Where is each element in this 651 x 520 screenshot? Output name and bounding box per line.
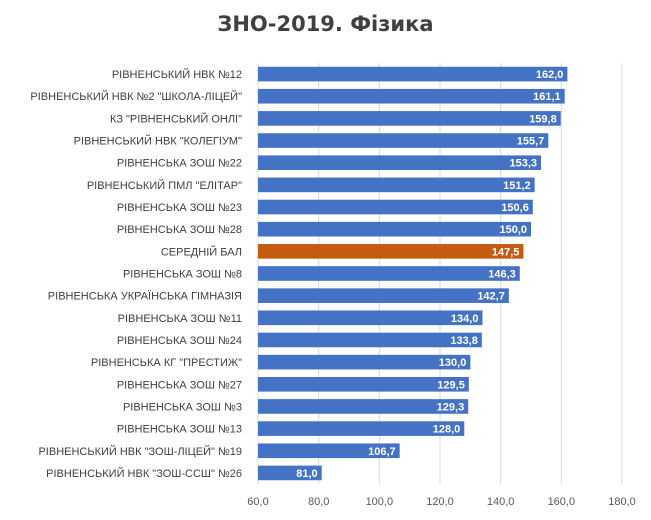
data-label: 155,7 [517, 136, 545, 148]
category-label: РІВНЕНСЬКИЙ НВК "КОЛЕГІУМ" [74, 135, 242, 148]
bar [258, 155, 542, 171]
category-label: КЗ "РІВНЕНСЬКИЙ ОНЛІ" [110, 112, 242, 125]
bar [258, 376, 469, 392]
category-label: СЕРЕДНІЙ БАЛ [161, 245, 242, 258]
x-tick-label: 120,0 [426, 496, 454, 508]
data-label: 161,1 [533, 91, 561, 103]
category-label: РІВНЕНСЬКИЙ ПМЛ "ЕЛІТАР" [87, 179, 242, 192]
data-label: 162,0 [536, 69, 564, 81]
category-labels: РІВНЕНСЬКИЙ НВК №12 РІВНЕНСЬКИЙ НВК №2 "Ш… [30, 68, 242, 480]
bar [258, 354, 471, 370]
category-label: РІВНЕНСЬКА ЗОШ №22 [117, 158, 242, 170]
x-tick-label: 80,0 [308, 496, 329, 508]
x-tick-label: 140,0 [487, 496, 515, 508]
bar [258, 111, 561, 126]
category-label: РІВНЕНСЬКИЙ НВК "ЗОШ-ЛІЦЕЙ" №19 [38, 445, 242, 458]
bar [258, 288, 509, 303]
bar [258, 310, 483, 326]
data-label: 128,0 [433, 424, 461, 436]
category-label: РІВНЕНСЬКА ЗОШ №8 [123, 269, 242, 281]
data-label: 150,0 [499, 224, 527, 236]
category-label: РІВНЕНСЬКА ЗОШ №11 [118, 313, 242, 325]
x-axis-ticks: 60,0 80,0 100,0 120,0 140,0 160,0 180,0 [247, 496, 635, 508]
bar [258, 177, 535, 193]
data-label: 133,8 [450, 335, 478, 347]
bar [258, 88, 565, 104]
data-label: 147,5 [492, 246, 520, 258]
data-label: 159,8 [529, 113, 557, 125]
category-label: РІВНЕНСЬКА ЗОШ №13 [117, 424, 242, 436]
data-label: 142,7 [477, 291, 505, 303]
bar [258, 266, 520, 281]
bar [258, 332, 482, 348]
data-label: 129,5 [437, 379, 465, 391]
bar [258, 443, 400, 459]
category-label: РІВНЕНСЬКИЙ НВК №12 [112, 68, 242, 81]
chart-title: ЗНО-2019. Фізика [217, 12, 434, 36]
bar [258, 133, 549, 148]
category-label: РІВНЕНСЬКА УКРАЇНСЬКА ГІМНАЗІЯ [48, 291, 242, 303]
category-label: РІВНЕНСЬКА ЗОШ №28 [117, 224, 242, 236]
bar [258, 465, 322, 481]
x-tick-label: 180,0 [608, 496, 636, 508]
bars [258, 66, 568, 481]
x-tick-label: 60,0 [247, 496, 268, 508]
x-tick-label: 160,0 [548, 496, 576, 508]
data-label: 106,7 [368, 446, 396, 458]
bar [258, 399, 469, 414]
data-label: 146,3 [488, 269, 516, 281]
bar [258, 66, 568, 82]
category-label: РІВНЕНСЬКА ЗОШ №27 [117, 379, 242, 391]
data-label: 150,6 [501, 202, 529, 214]
data-label: 130,0 [439, 357, 467, 369]
bar [258, 421, 465, 436]
data-label: 151,2 [503, 180, 531, 192]
category-label: РІВНЕНСЬКИЙ НВК "ЗОШ-ССШ" №26 [46, 467, 242, 480]
x-tick-label: 100,0 [366, 496, 394, 508]
data-label: 134,0 [451, 313, 479, 325]
data-label: 129,3 [437, 401, 465, 413]
bar [258, 199, 533, 215]
category-label: РІВНЕНСЬКИЙ НВК №2 "ШКОЛА-ЛІЦЕЙ" [30, 90, 242, 103]
data-label: 81,0 [296, 468, 317, 480]
bar [258, 221, 531, 237]
data-labels: 162,0 161,1 159,8 155,7 153,3 151,2 150,6 150,0… [296, 69, 563, 480]
category-label: РІВНЕНСЬКА ЗОШ №24 [117, 335, 242, 347]
bar-average [258, 244, 524, 259]
category-label: РІВНЕНСЬКА ЗОШ №3 [123, 401, 242, 413]
category-label: РІВНЕНСЬКА КГ "ПРЕСТИЖ" [91, 357, 242, 369]
data-label: 153,3 [509, 158, 537, 170]
category-label: РІВНЕНСЬКА ЗОШ №23 [117, 202, 242, 214]
